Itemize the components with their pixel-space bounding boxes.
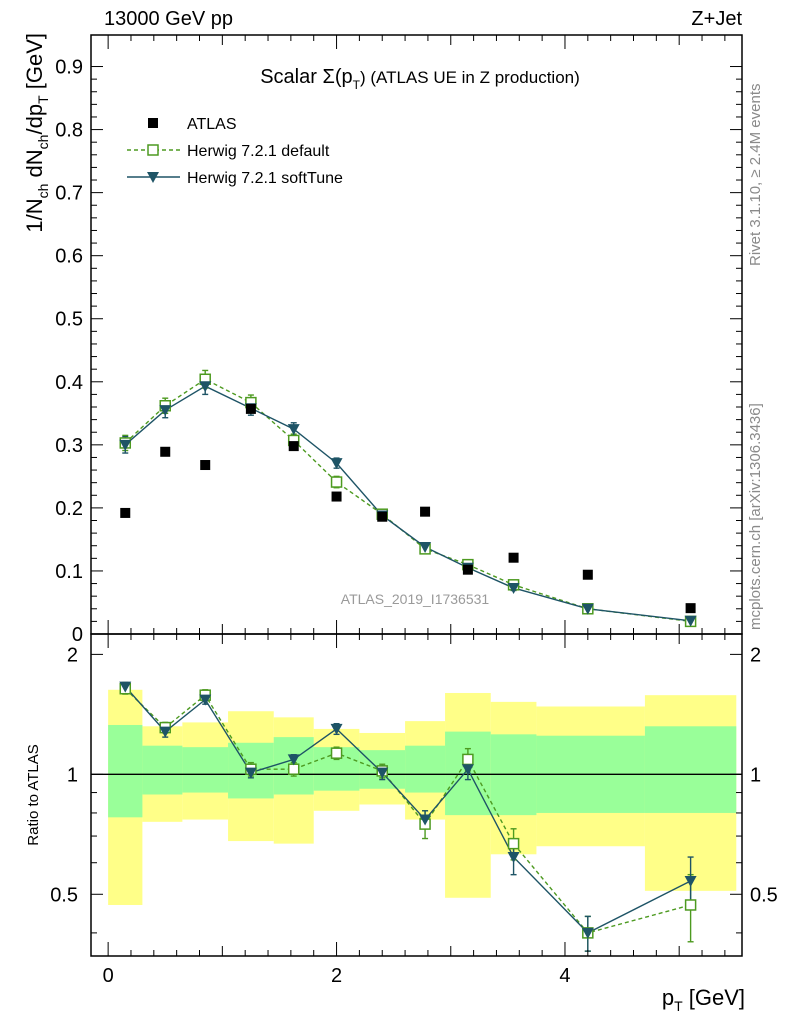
data-point-atlas bbox=[377, 511, 388, 522]
ratio-point-softtune bbox=[461, 764, 474, 776]
chart-title: Scalar Σ(pT) (ATLAS UE in Z production) bbox=[260, 66, 580, 92]
ratio-plot-frame bbox=[90, 633, 743, 957]
legend-label: ATLAS bbox=[187, 116, 237, 133]
ratio-band-inner bbox=[644, 726, 737, 813]
y-tick-label: 0.9 bbox=[55, 57, 83, 79]
data-point-default bbox=[330, 476, 343, 488]
x-tick-label: 2 bbox=[331, 965, 342, 987]
ratio-point-softtune bbox=[507, 852, 520, 864]
ratio-point-softtune bbox=[684, 875, 697, 887]
y-tick-label: 0.1 bbox=[55, 561, 83, 583]
y-tick-label: 0.4 bbox=[55, 372, 83, 394]
process-label: Z+Jet bbox=[691, 8, 742, 30]
y-axis-label: 1/Nch dNch/dpT [GeV] bbox=[22, 33, 51, 233]
y-tick-label: 0.6 bbox=[55, 246, 83, 268]
ratio-point-softtune bbox=[287, 754, 300, 766]
series-line-softtune bbox=[124, 385, 691, 622]
series-line-default bbox=[124, 378, 691, 623]
y-tick-label: 0.8 bbox=[55, 120, 83, 142]
y-tick-label: 0.7 bbox=[55, 183, 83, 205]
ratio-y-tick-label-right: 2 bbox=[750, 644, 761, 666]
data-point-softtune bbox=[330, 458, 343, 470]
ratio-point-softtune bbox=[159, 726, 172, 738]
ratio-line-softtune bbox=[124, 686, 691, 934]
ratio-y-tick-label-right: 0.5 bbox=[750, 884, 778, 906]
ratio-y-axis-label: Ratio to ATLAS bbox=[25, 744, 42, 845]
data-point-softtune bbox=[199, 381, 212, 393]
x-tick-label: 4 bbox=[559, 965, 570, 987]
ratio-y-tick-label-left: 1 bbox=[67, 764, 78, 786]
ratio-point-softtune bbox=[419, 814, 432, 826]
ratio-y-tick-label-right: 1 bbox=[750, 764, 761, 786]
data-point-atlas bbox=[200, 460, 211, 471]
data-point-atlas bbox=[160, 446, 171, 457]
ratio-band-inner bbox=[108, 724, 143, 818]
data-point-softtune bbox=[684, 615, 697, 627]
x-tick-label: 0 bbox=[103, 965, 114, 987]
ratio-point-default bbox=[287, 763, 300, 775]
x-axis-label: pT [GeV] bbox=[662, 985, 745, 1014]
data-point-softtune bbox=[287, 424, 300, 436]
ratio-band-inner bbox=[142, 745, 183, 795]
ratio-point-default bbox=[330, 747, 343, 759]
ratio-y-tick-label-left: 2 bbox=[67, 644, 78, 666]
data-point-atlas bbox=[331, 491, 342, 502]
data-point-atlas bbox=[245, 403, 256, 414]
legend-label: Herwig 7.2.1 default bbox=[187, 143, 330, 160]
ratio-y-tick-label-left: 0.5 bbox=[50, 884, 78, 906]
data-point-atlas bbox=[685, 603, 696, 614]
ratio-band-inner bbox=[405, 745, 446, 793]
data-point-atlas bbox=[508, 552, 519, 563]
data-point-softtune bbox=[581, 603, 594, 615]
legend-marker-default bbox=[147, 144, 159, 156]
legend-marker-atlas bbox=[148, 118, 158, 128]
data-point-atlas bbox=[582, 569, 593, 580]
data-point-atlas bbox=[420, 506, 431, 517]
ratio-point-default bbox=[462, 753, 474, 766]
data-point-softtune bbox=[159, 405, 172, 417]
ratio-point-softtune bbox=[376, 767, 389, 779]
y-tick-label: 0.5 bbox=[55, 309, 83, 331]
ratio-point-default bbox=[507, 837, 520, 850]
y-tick-label: 0.2 bbox=[55, 498, 83, 520]
ratio-point-softtune bbox=[119, 681, 132, 693]
ratio-point-softtune bbox=[581, 927, 594, 939]
data-point-atlas bbox=[462, 564, 473, 575]
data-point-softtune bbox=[119, 439, 132, 451]
analysis-watermark: ATLAS_2019_I1736531 bbox=[341, 591, 490, 607]
data-point-atlas bbox=[120, 507, 131, 518]
ratio-band-inner bbox=[182, 747, 229, 793]
ratio-point-softtune bbox=[244, 767, 257, 779]
ratio-line-default bbox=[124, 688, 691, 934]
data-point-softtune bbox=[419, 541, 432, 553]
legend-marker-softtune bbox=[147, 172, 159, 183]
ratio-point-softtune bbox=[199, 694, 212, 706]
ratio-point-softtune bbox=[330, 723, 343, 735]
energy-label: 13000 GeV pp bbox=[104, 8, 233, 30]
y-tick-label: 0 bbox=[72, 624, 83, 646]
data-point-softtune bbox=[507, 582, 520, 594]
data-point-atlas bbox=[288, 441, 299, 452]
y-tick-label: 0.3 bbox=[55, 435, 83, 457]
ratio-point-default bbox=[684, 899, 697, 911]
legend-label: Herwig 7.2.1 softTune bbox=[187, 170, 343, 187]
